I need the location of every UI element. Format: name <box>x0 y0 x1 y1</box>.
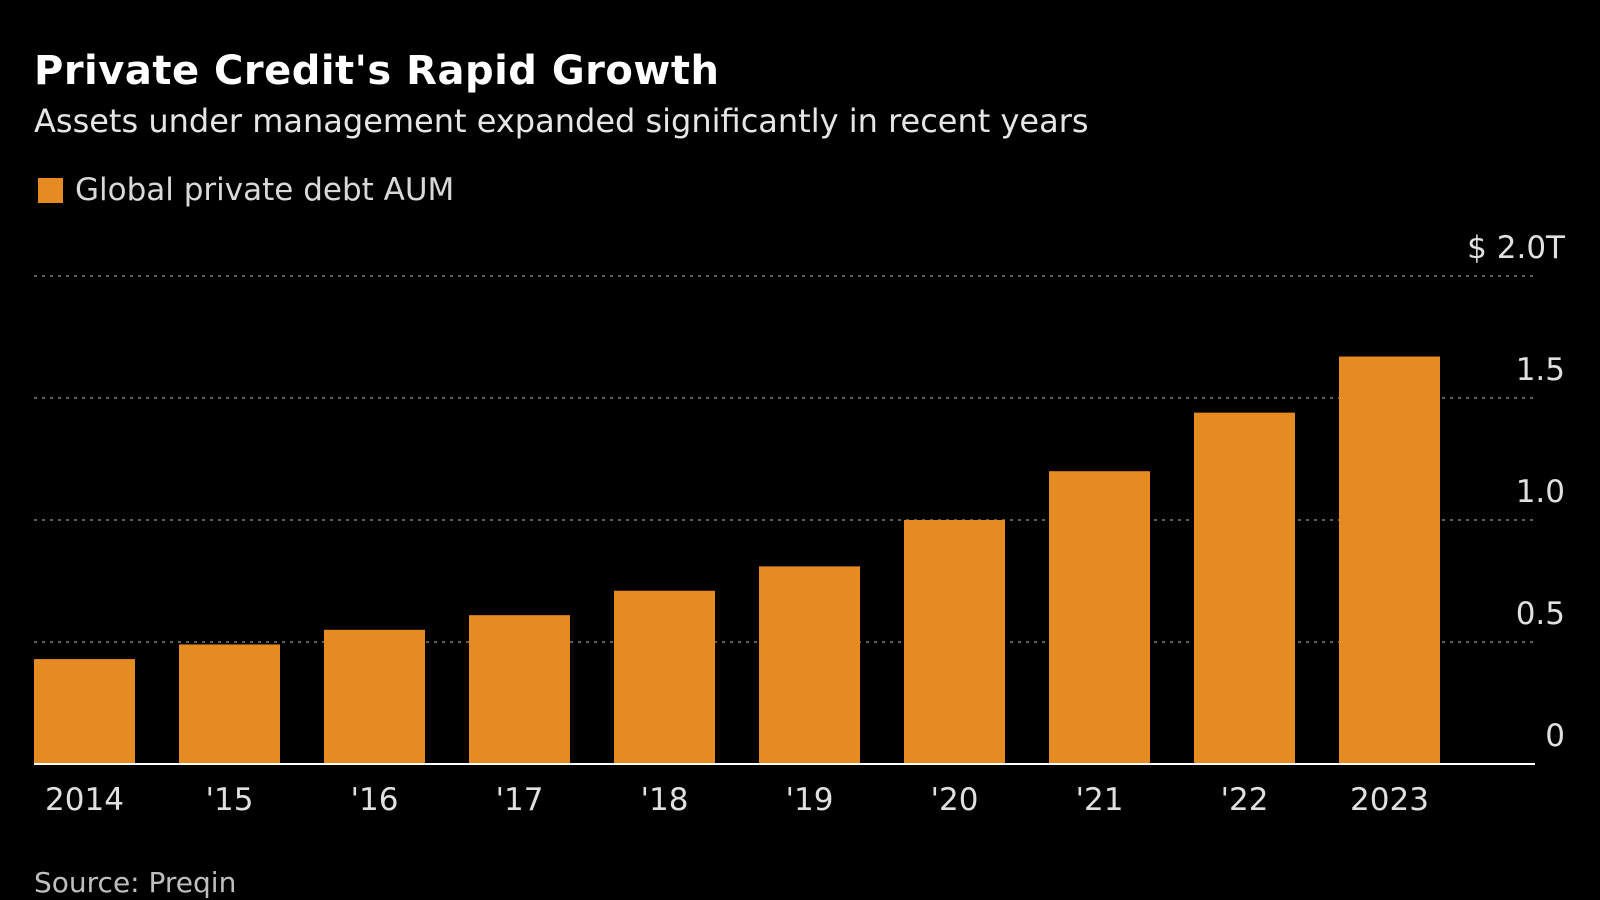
source-note: Source: Preqin <box>34 866 237 899</box>
y-tick-label: $ 2.0T <box>1467 230 1566 266</box>
x-tick-label: '18 <box>641 782 689 818</box>
x-tick-label: '20 <box>931 782 979 818</box>
bar <box>614 590 715 764</box>
bar <box>469 615 570 764</box>
y-tick-label: 1.5 <box>1516 352 1565 388</box>
x-tick-label: '16 <box>351 782 399 818</box>
bars <box>34 356 1440 764</box>
bar <box>1049 471 1150 764</box>
legend: Global private debt AUM <box>38 172 454 208</box>
y-tick-label: 1.0 <box>1516 474 1565 510</box>
bar <box>1339 356 1440 764</box>
x-tick-label: '21 <box>1076 782 1124 818</box>
axes: 0 0.5 1.0 1.5 $ 2.0T 2014 '15 '16 '17 '18 '19 '20 '2… <box>34 230 1566 818</box>
bar <box>324 629 425 764</box>
x-tick-label: '17 <box>496 782 544 818</box>
bar <box>34 659 135 764</box>
y-tick-label: 0 <box>1545 718 1565 754</box>
legend-swatch <box>38 177 63 203</box>
x-tick-label: '19 <box>786 782 834 818</box>
x-tick-label: 2014 <box>45 782 124 818</box>
x-tick-label: '15 <box>206 782 254 818</box>
x-tick-label: '22 <box>1221 782 1269 818</box>
chart-title: Private Credit's Rapid Growth <box>34 48 720 94</box>
x-tick-label: 2023 <box>1350 782 1429 818</box>
bar <box>1194 412 1295 764</box>
bar <box>179 644 280 764</box>
bar <box>904 520 1005 764</box>
legend-label: Global private debt AUM <box>75 172 455 208</box>
y-tick-label: 0.5 <box>1516 596 1565 632</box>
bar <box>759 566 860 764</box>
chart-subtitle: Assets under management expanded signifi… <box>34 102 1089 140</box>
